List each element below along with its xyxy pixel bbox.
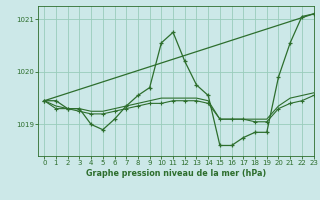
X-axis label: Graphe pression niveau de la mer (hPa): Graphe pression niveau de la mer (hPa): [86, 169, 266, 178]
